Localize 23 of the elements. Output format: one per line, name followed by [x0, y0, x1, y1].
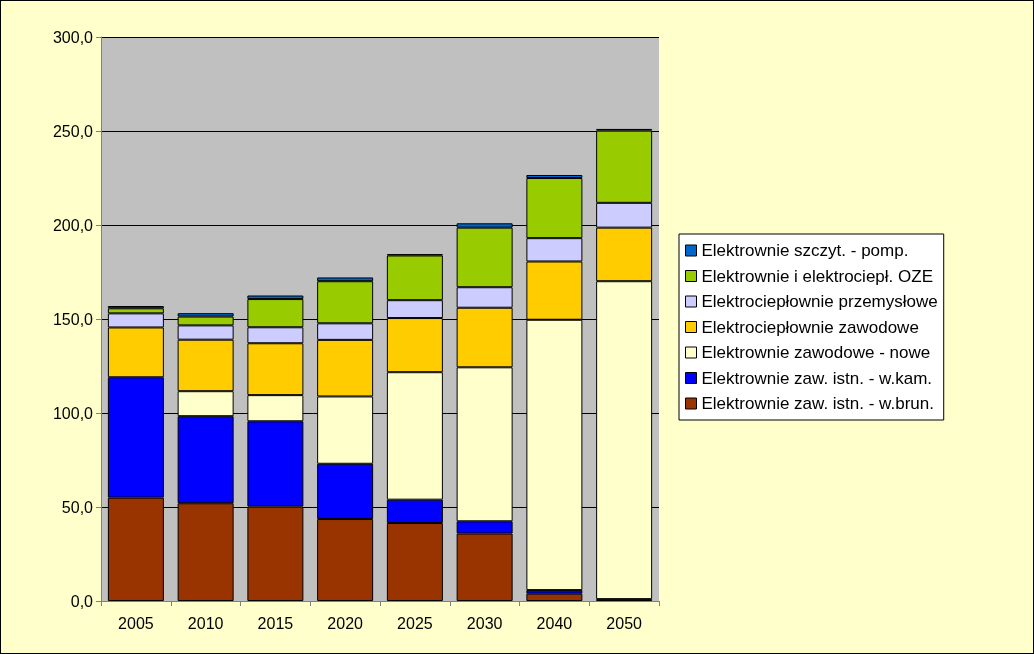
y-tick-label: 300,0	[52, 28, 94, 46]
legend-label: Elektrownie zawodowe - nowe	[701, 343, 931, 362]
y-tick-label: 0,0	[70, 592, 94, 610]
y-tick-label: 250,0	[52, 122, 94, 140]
x-tick-label: 2040	[536, 614, 573, 632]
legend-label: Elektrociepłownie zawodowe	[701, 317, 919, 337]
x-tick-label: 2005	[118, 614, 154, 632]
legend-label: Elektrociepłownie przemysłowe	[701, 292, 938, 311]
x-tick-label: 2030	[466, 614, 503, 632]
legend-label: Elektrownie i elektrociepł. OZE	[701, 266, 933, 286]
y-tick-label: 50,0	[61, 498, 94, 516]
y-tick-label: 200,0	[52, 216, 94, 234]
y-tick-label: 150,0	[52, 310, 94, 328]
x-tick-label: 2010	[187, 614, 224, 632]
y-tick-label: 100,0	[52, 404, 94, 422]
legend-label: Elektrownie szczyt. - pomp.	[701, 241, 909, 260]
legend-label: Elektrownie zaw. istn. - w.brun.	[701, 394, 934, 413]
x-tick-label: 2020	[327, 614, 364, 632]
legend-label: Elektrownie zaw. istn. - w.kam.	[701, 368, 933, 388]
x-tick-label: 2050	[606, 614, 643, 632]
bar	[526, 593, 583, 601]
x-tick-label: 2015	[257, 614, 294, 632]
x-tick-label: 2025	[397, 614, 433, 632]
